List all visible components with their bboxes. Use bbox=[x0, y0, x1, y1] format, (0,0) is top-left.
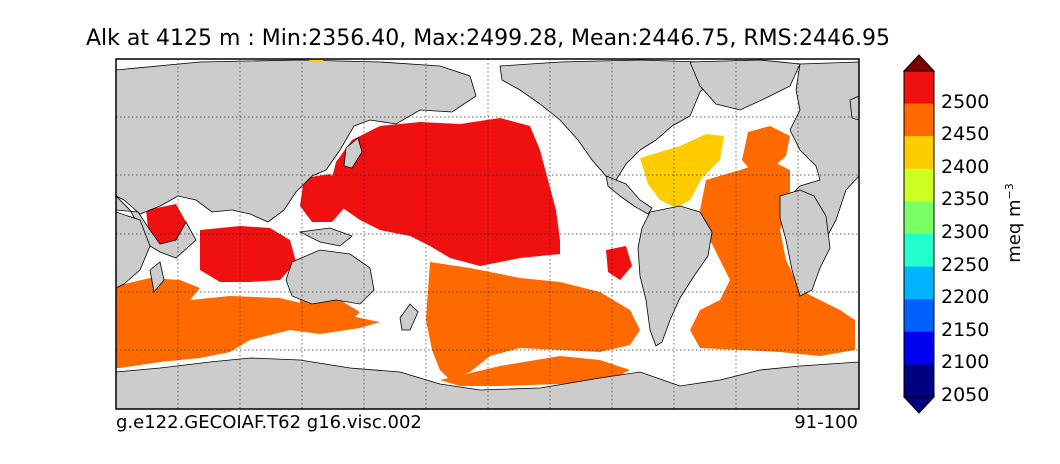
colorbar-unit: meq m−3 bbox=[1003, 183, 1025, 263]
colorbar-segment bbox=[904, 168, 934, 202]
madagascar-land bbox=[149, 261, 165, 293]
eurasia-land bbox=[116, 59, 477, 223]
colorbar-tick-label: 2300 bbox=[941, 221, 990, 243]
philippine-sea-field bbox=[300, 174, 346, 222]
colorbar-tick-label: 2150 bbox=[941, 318, 990, 341]
south-pacific-field-2 bbox=[440, 356, 630, 386]
colorbar-segment bbox=[904, 266, 934, 300]
colorbar-tick-label: 2350 bbox=[941, 188, 990, 211]
map-frame bbox=[115, 58, 860, 410]
nw-atlantic-field bbox=[640, 134, 724, 208]
indian-ocean-south-field bbox=[116, 278, 200, 312]
peru-basin-field bbox=[606, 246, 632, 280]
colorbar-segment bbox=[904, 136, 934, 170]
colorbar-segment bbox=[904, 234, 934, 268]
colorbar-tick-label: 2400 bbox=[941, 155, 990, 178]
colorbar-frame bbox=[903, 70, 935, 398]
colorbar-segment bbox=[904, 71, 934, 105]
south-america-land bbox=[637, 205, 713, 347]
new-zealand-land bbox=[399, 303, 419, 331]
colorbar-tick-label: 2500 bbox=[941, 90, 990, 113]
colorbar-segment bbox=[904, 331, 934, 365]
south-atlantic-field bbox=[690, 160, 855, 356]
colorbar-tick-label: 2200 bbox=[941, 286, 990, 309]
colorbar-segment bbox=[904, 299, 934, 333]
colorbar-tick-label: 2450 bbox=[941, 123, 990, 146]
africa-west-land bbox=[779, 189, 831, 297]
colorbar-segment bbox=[904, 364, 934, 398]
colorbar-segment bbox=[904, 103, 934, 137]
colorbar-bottom-extend bbox=[902, 396, 936, 414]
colorbar-tick-label: 2100 bbox=[941, 351, 990, 374]
colorbar-top-extend bbox=[902, 54, 936, 72]
arabian-sea-field bbox=[146, 204, 186, 246]
north-pacific-field bbox=[330, 118, 560, 266]
north-atlantic-field bbox=[742, 126, 790, 172]
colorbar-tick-label: 2250 bbox=[941, 253, 990, 276]
map-title: Alk at 4125 m : Min:2356.40, Max:2499.28… bbox=[85, 26, 890, 51]
uk-land bbox=[849, 95, 859, 121]
south-pacific-field bbox=[426, 262, 640, 380]
years-label: 91-100 bbox=[794, 412, 858, 433]
australia-land bbox=[285, 249, 375, 305]
central-america-land bbox=[605, 175, 653, 215]
africa-east-land bbox=[116, 211, 151, 289]
colorbar-segment bbox=[904, 201, 934, 235]
indian-ocean-field bbox=[200, 226, 296, 282]
indonesia-land bbox=[298, 227, 353, 247]
japan-land bbox=[343, 137, 363, 169]
colorbar-tick-label: 2050 bbox=[941, 384, 990, 406]
case-name-label: g.e122.GECOIAF.T62 g16.visc.002 bbox=[116, 412, 422, 433]
greenland-land bbox=[689, 59, 801, 111]
